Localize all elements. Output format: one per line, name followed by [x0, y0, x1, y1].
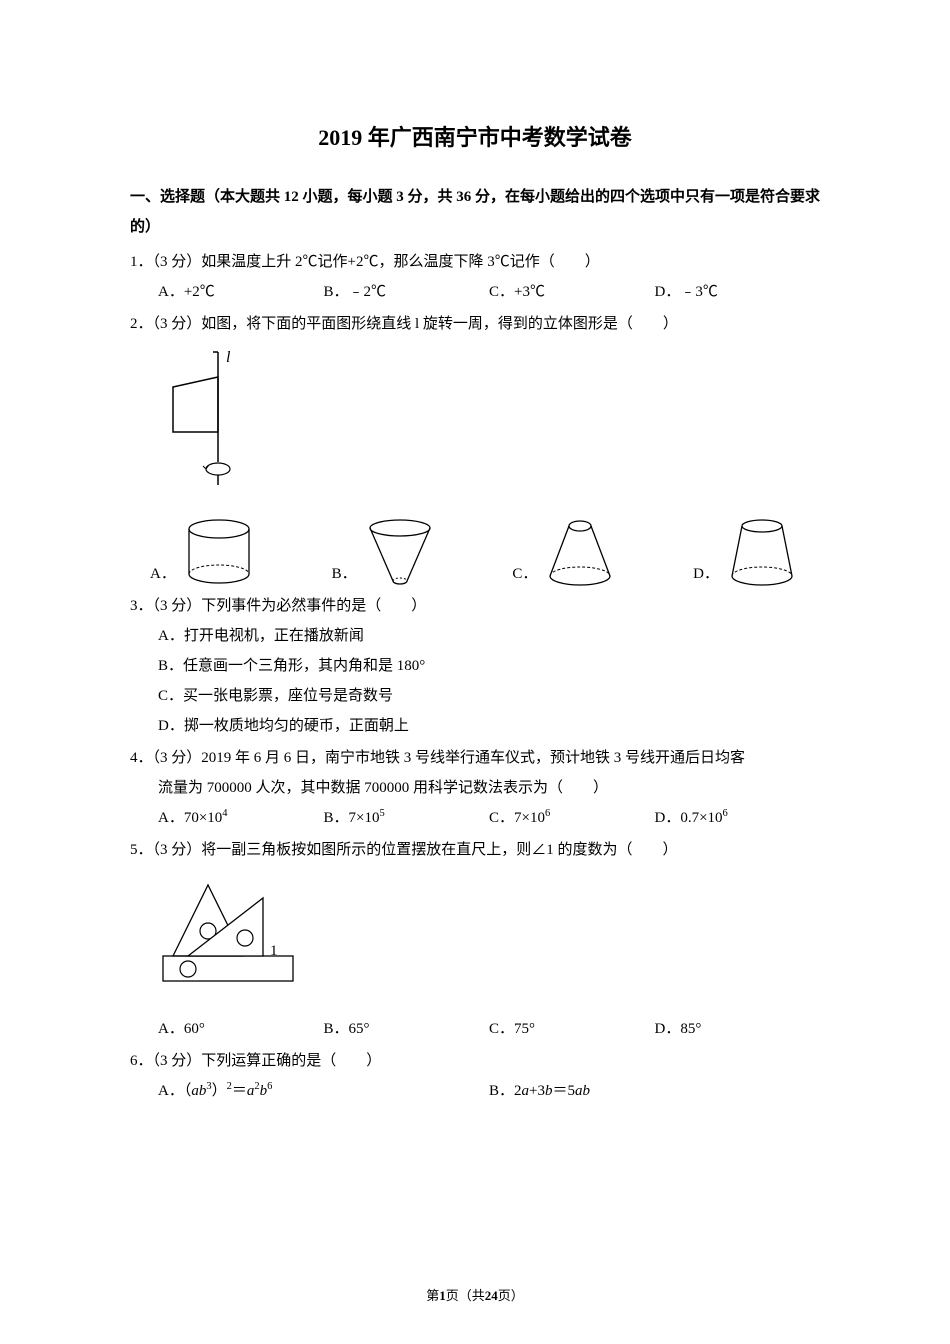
q2-c-label: C．: [512, 559, 537, 589]
page-footer: 第1页（共24页）: [0, 1285, 950, 1304]
q1-text: 1．（3 分）如果温度上升 2℃记作+2℃，那么温度下降 3℃记作（ ）: [130, 247, 820, 277]
rotation-figure: l: [158, 347, 258, 487]
question-1: 1．（3 分）如果温度上升 2℃记作+2℃，那么温度下降 3℃记作（ ） A．+…: [130, 247, 820, 307]
q4-c-sup: 6: [545, 808, 550, 819]
q2-d-label: D．: [693, 559, 719, 589]
q4-line2: 流量为 700000 人次，其中数据 700000 用科学记数法表示为（ ）: [130, 773, 820, 803]
triangle-ruler-figure: 1: [158, 873, 298, 988]
q4-b-sup: 5: [379, 808, 384, 819]
shape-c: [543, 516, 618, 589]
q2-text-run: 2．（3 分）如图，将下面的平面图形绕直线 l 旋转一周，得到的立体图形是（ ）: [130, 316, 678, 332]
q1-opt-d: D．﹣3℃: [655, 277, 821, 307]
q2-opt-b: B．: [332, 516, 438, 589]
q4-a-sup: 4: [222, 808, 227, 819]
q2-opt-c: C．: [512, 516, 618, 589]
q1-opt-a: A．+2℃: [158, 277, 324, 307]
q4-options: A．70×104 B．7×105 C．7×106 D．0.7×106: [130, 803, 820, 833]
q1-opt-c: C．+3℃: [489, 277, 655, 307]
q2-main-figure: l: [130, 347, 820, 498]
section-heading: 一、选择题（本大题共 12 小题，每小题 3 分，共 36 分，在每小题给出的四…: [130, 182, 820, 242]
question-2: 2．（3 分）如图，将下面的平面图形绕直线 l 旋转一周，得到的立体图形是（ ）…: [130, 309, 820, 589]
q4-line1: 4．（3 分）2019 年 6 月 6 日，南宁市地铁 3 号线举行通车仪式，预…: [130, 743, 820, 773]
q5-opt-b: B．65°: [324, 1014, 490, 1044]
shape-d: [725, 516, 800, 589]
q5-opt-c: C．75°: [489, 1014, 655, 1044]
q4-opt-a: A．70×104: [158, 803, 324, 833]
q6-text: 6．（3 分）下列运算正确的是（ ）: [130, 1046, 820, 1076]
angle-1-label: 1: [270, 943, 278, 959]
q2-b-label: B．: [332, 559, 357, 589]
q4-a-pre: A．70×10: [158, 810, 222, 826]
q1-options: A．+2℃ B．﹣2℃ C．+3℃ D．﹣3℃: [130, 277, 820, 307]
footer-total: 24: [485, 1288, 498, 1303]
q4-opt-b: B．7×105: [324, 803, 490, 833]
q6-options: A．（ab3）2＝a2b6 B．2a+3b＝5ab: [130, 1076, 820, 1106]
q3-opt-b: B．任意画一个三角形，其内角和是 180°: [130, 651, 820, 681]
footer-mid: 页（共: [446, 1288, 485, 1303]
q5-options: A．60° B．65° C．75° D．85°: [130, 1014, 820, 1044]
q3-opt-c: C．买一张电影票，座位号是奇数号: [130, 681, 820, 711]
axis-l-label: l: [226, 349, 231, 366]
q3-opt-a: A．打开电视机，正在播放新闻: [130, 621, 820, 651]
question-4: 4．（3 分）2019 年 6 月 6 日，南宁市地铁 3 号线举行通车仪式，预…: [130, 743, 820, 833]
q2-a-label: A．: [150, 559, 176, 589]
q2-text: 2．（3 分）如图，将下面的平面图形绕直线 l 旋转一周，得到的立体图形是（ ）: [130, 309, 820, 339]
q6-opt-b: B．2a+3b＝5ab: [489, 1076, 820, 1106]
q2-opt-a: A．: [150, 516, 257, 589]
shape-b: [363, 516, 438, 589]
q5-figure: 1: [130, 873, 820, 999]
question-5: 5．（3 分）将一副三角板按如图所示的位置摆放在直尺上，则∠1 的度数为（ ） …: [130, 835, 820, 1044]
q3-text: 3．（3 分）下列事件为必然事件的是（ ）: [130, 591, 820, 621]
q4-d-sup: 6: [723, 808, 728, 819]
q4-d-pre: D．0.7×10: [655, 810, 723, 826]
exam-title: 2019 年广西南宁市中考数学试卷: [130, 120, 820, 152]
q6-opt-a: A．（ab3）2＝a2b6: [158, 1076, 489, 1106]
q3-opt-d: D．掷一枚质地均匀的硬币，正面朝上: [130, 711, 820, 741]
q2-opt-d: D．: [693, 516, 800, 589]
question-6: 6．（3 分）下列运算正确的是（ ） A．（ab3）2＝a2b6 B．2a+3b…: [130, 1046, 820, 1106]
question-3: 3．（3 分）下列事件为必然事件的是（ ） A．打开电视机，正在播放新闻 B．任…: [130, 591, 820, 741]
q4-b-pre: B．7×10: [324, 810, 380, 826]
q2-options: A． B． C．: [130, 506, 820, 589]
q5-opt-a: A．60°: [158, 1014, 324, 1044]
q4-opt-d: D．0.7×106: [655, 803, 821, 833]
q4-opt-c: C．7×106: [489, 803, 655, 833]
footer-post: 页）: [498, 1288, 524, 1303]
q4-c-pre: C．7×10: [489, 810, 545, 826]
q5-text: 5．（3 分）将一副三角板按如图所示的位置摆放在直尺上，则∠1 的度数为（ ）: [130, 835, 820, 865]
q1-opt-b: B．﹣2℃: [324, 277, 490, 307]
shape-a: [182, 516, 257, 589]
footer-pre: 第: [426, 1288, 439, 1303]
q5-opt-d: D．85°: [655, 1014, 821, 1044]
